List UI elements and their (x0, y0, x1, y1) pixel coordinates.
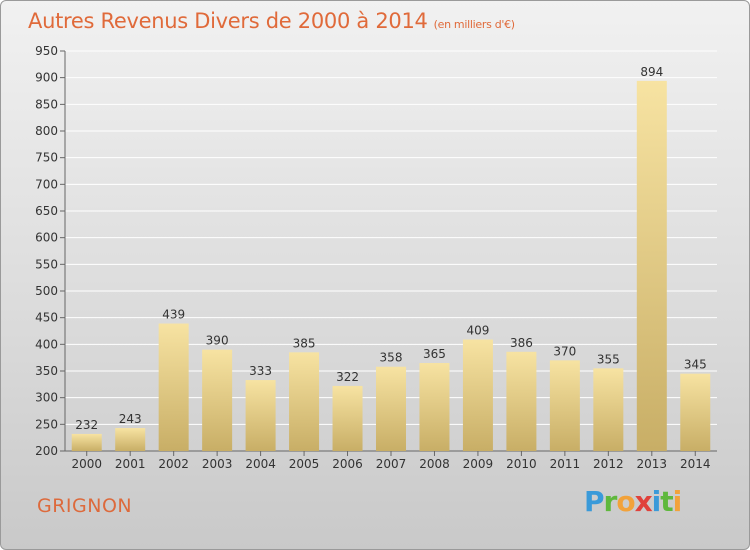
bar-value-label: 355 (597, 352, 620, 366)
y-tick-label: 600 (35, 231, 58, 245)
bar (593, 368, 624, 451)
x-tick-label: 2010 (506, 457, 537, 471)
bar (202, 349, 233, 451)
x-tick-label: 2007 (376, 457, 407, 471)
bar-value-label: 385 (293, 336, 316, 350)
bar-value-label: 370 (553, 344, 576, 358)
x-tick-label: 2001 (115, 457, 146, 471)
y-tick-label: 750 (35, 151, 58, 165)
x-tick-label: 2004 (245, 457, 276, 471)
bar (332, 385, 363, 451)
y-tick-label: 550 (35, 257, 58, 271)
y-tick-label: 500 (35, 284, 58, 298)
proxiti-logo: Proxiti (584, 485, 682, 518)
x-tick-label: 2008 (419, 457, 450, 471)
bar-value-label: 322 (336, 370, 359, 384)
y-tick-label: 700 (35, 177, 58, 191)
x-tick-label: 2009 (463, 457, 494, 471)
x-tick-label: 2005 (289, 457, 320, 471)
bar (376, 366, 406, 451)
y-tick-label: 950 (35, 44, 58, 58)
bar (289, 352, 320, 451)
x-tick-label: 2012 (593, 457, 624, 471)
bar (680, 373, 711, 451)
bar (549, 360, 580, 451)
bar (158, 323, 189, 451)
y-tick-label: 900 (35, 71, 58, 85)
x-tick-label: 2011 (550, 457, 581, 471)
bar-value-label: 386 (510, 336, 533, 350)
bar-value-label: 390 (206, 334, 229, 348)
y-tick-label: 200 (35, 444, 58, 458)
bar (245, 380, 276, 451)
y-tick-label: 650 (35, 204, 58, 218)
chart-title-text: Autres Revenus Divers de 2000 à 2014 (28, 9, 428, 33)
bar-value-label: 333 (249, 364, 272, 378)
bar-value-label: 439 (162, 308, 185, 322)
commune-name: GRIGNON (37, 495, 133, 517)
bar-value-label: 894 (640, 65, 663, 79)
x-tick-label: 2002 (158, 457, 189, 471)
y-tick-label: 250 (35, 417, 58, 431)
y-tick-label: 300 (35, 391, 58, 405)
chart-title: Autres Revenus Divers de 2000 à 2014 (en … (28, 9, 515, 33)
bar-value-label: 232 (75, 418, 98, 432)
bar-value-label: 243 (119, 412, 142, 426)
y-tick-label: 800 (35, 124, 58, 138)
y-tick-label: 350 (35, 364, 58, 378)
x-tick-label: 2000 (71, 457, 102, 471)
x-tick-label: 2006 (332, 457, 363, 471)
bar (506, 351, 537, 451)
bar (462, 339, 493, 451)
y-tick-label: 850 (35, 97, 58, 111)
x-tick-label: 2013 (637, 457, 668, 471)
bar-value-label: 365 (423, 347, 446, 361)
bar (71, 433, 102, 451)
bar (115, 428, 146, 451)
x-tick-label: 2003 (202, 457, 233, 471)
x-tick-label: 2014 (680, 457, 711, 471)
bar-value-label: 409 (466, 324, 489, 338)
bar-value-label: 345 (684, 358, 707, 372)
y-tick-label: 400 (35, 337, 58, 351)
bar (636, 80, 667, 451)
bar (419, 363, 450, 451)
y-tick-label: 450 (35, 311, 58, 325)
bar-value-label: 358 (380, 351, 403, 365)
chart-subtitle: (en milliers d'€) (433, 18, 515, 31)
